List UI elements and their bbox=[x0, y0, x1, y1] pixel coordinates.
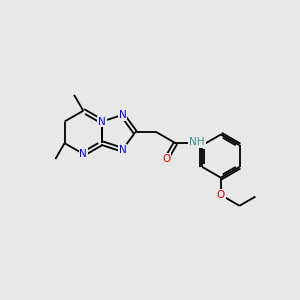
Text: N: N bbox=[98, 116, 106, 127]
Text: N: N bbox=[118, 110, 126, 120]
Text: NH: NH bbox=[189, 137, 205, 147]
Text: O: O bbox=[217, 190, 225, 200]
Text: N: N bbox=[80, 149, 87, 159]
Text: O: O bbox=[162, 154, 170, 164]
Text: N: N bbox=[118, 145, 126, 155]
